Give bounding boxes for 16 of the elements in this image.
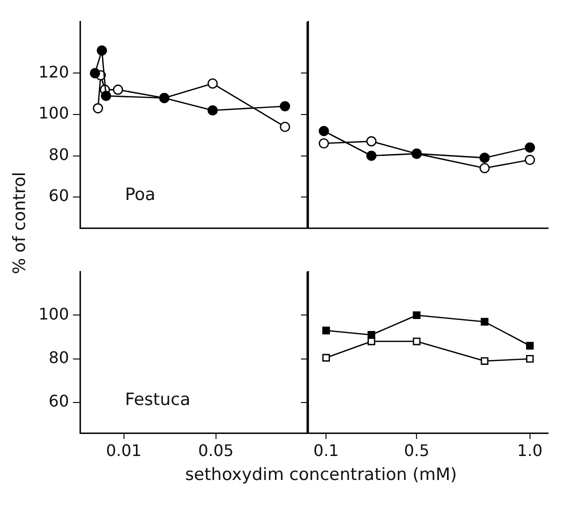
y-tick-label: 60 bbox=[48, 392, 69, 411]
y-tick-label: 100 bbox=[38, 304, 69, 324]
y-tick-label: 60 bbox=[48, 186, 69, 206]
x-tick-label: 0.05 bbox=[198, 440, 234, 460]
y-tick-label: 100 bbox=[38, 104, 69, 123]
annotation: Festuca bbox=[125, 390, 190, 410]
x-tick-label: 0.5 bbox=[404, 440, 430, 460]
x-axis-title: sethoxydim concentration (mM) bbox=[184, 465, 458, 485]
y-axis-title: % of control bbox=[10, 172, 30, 274]
x-tick-label: 1.0 bbox=[517, 440, 543, 460]
y-tick-label: 120 bbox=[38, 62, 69, 82]
x-tick-label: 0.01 bbox=[106, 440, 142, 460]
y-tick-label: 80 bbox=[48, 144, 69, 164]
y-tick-label: 80 bbox=[48, 348, 69, 367]
x-tick-label: 0.1 bbox=[313, 440, 339, 460]
annotation: Poa bbox=[125, 185, 156, 205]
